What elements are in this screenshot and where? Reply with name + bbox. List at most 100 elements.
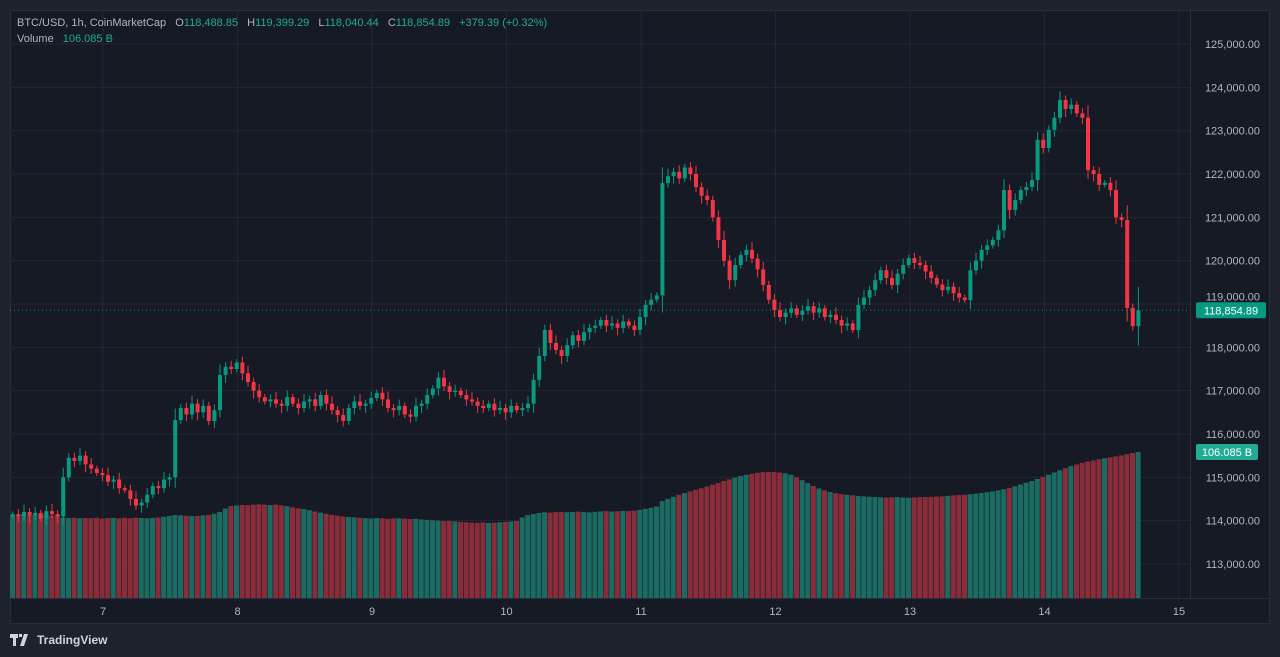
candle-body <box>1108 182 1113 191</box>
volume-bar <box>228 506 234 598</box>
candle <box>145 488 150 509</box>
candle-body <box>458 390 463 396</box>
candle-body <box>111 479 116 482</box>
candle <box>1080 108 1085 124</box>
tradingview-logo[interactable]: TradingView <box>10 633 107 647</box>
candle <box>150 482 155 499</box>
candle <box>626 318 631 329</box>
candle <box>111 475 116 489</box>
candle-body <box>884 270 889 279</box>
candle-body <box>722 239 726 261</box>
candle-body <box>262 397 267 402</box>
volume-bar <box>497 522 503 598</box>
candle-body <box>72 457 77 461</box>
volume-bar <box>66 518 71 598</box>
candle-body <box>330 403 334 411</box>
candle-body <box>638 317 642 331</box>
candle-body <box>324 395 329 404</box>
candle <box>638 308 642 336</box>
volume-bar <box>1057 470 1063 598</box>
candle-body <box>1035 139 1040 181</box>
candle <box>206 401 211 426</box>
candle-body <box>1013 200 1018 210</box>
candle <box>346 404 351 425</box>
candle-body <box>974 260 978 271</box>
candle-body <box>475 401 480 406</box>
candle-body <box>766 284 771 300</box>
candle <box>66 453 71 482</box>
candle-body <box>173 420 178 478</box>
volume-bar <box>894 497 900 598</box>
candle-body <box>89 464 94 469</box>
volume-bar <box>491 522 497 598</box>
volume-bar <box>995 490 1001 598</box>
volume-bar <box>1079 462 1085 598</box>
candle <box>128 484 133 506</box>
candle <box>1069 98 1074 115</box>
volume-bar <box>1130 453 1135 598</box>
volume-bar <box>21 514 27 598</box>
price-tick-label: 120,000.00 <box>1205 256 1260 268</box>
volume-bar <box>631 510 637 598</box>
candle <box>862 289 866 310</box>
volume-value: 106.085 B <box>62 33 113 45</box>
time-tick-label: 14 <box>1038 606 1050 618</box>
candle-body <box>761 269 766 285</box>
volume-bar <box>418 519 424 598</box>
volume-bar <box>211 513 217 598</box>
volume-label: Volume <box>17 33 54 45</box>
volume-bar <box>15 515 21 598</box>
candle-body <box>694 174 698 188</box>
candle-body <box>643 304 648 318</box>
candle-body <box>1030 180 1034 188</box>
candlestick-chart[interactable]: 113,000.00 114,000.00 115,000.00 116,000.00… <box>10 10 1270 624</box>
candle <box>649 293 654 311</box>
candle <box>470 392 474 406</box>
candle <box>335 406 340 423</box>
candle <box>873 273 878 296</box>
volume-bar <box>760 472 766 598</box>
time-tick-label: 13 <box>904 606 916 618</box>
volume-bar <box>928 496 934 598</box>
candle-body <box>962 297 967 301</box>
volume-bar <box>547 512 553 598</box>
candle-body <box>150 486 155 495</box>
candle-body <box>615 323 620 328</box>
candle-body <box>464 395 469 400</box>
candle <box>156 481 161 495</box>
volume-bar <box>273 504 279 598</box>
candle-body <box>778 310 782 318</box>
volume-bar <box>144 518 150 598</box>
volume-bar <box>676 494 682 598</box>
candle <box>246 365 250 387</box>
time-tick-label: 11 <box>635 606 646 618</box>
candle <box>313 392 318 412</box>
candle-body <box>946 286 950 291</box>
candle <box>397 399 402 416</box>
candle <box>688 162 693 181</box>
candle <box>722 230 726 267</box>
volume-bar <box>194 515 200 598</box>
candle-body <box>901 265 906 274</box>
volume-bar <box>693 489 699 598</box>
candle <box>654 292 659 303</box>
volume-bar <box>1074 464 1079 598</box>
volume-bar <box>435 520 441 598</box>
candle-body <box>229 366 234 370</box>
volume-bar <box>385 518 391 598</box>
candle <box>570 331 575 349</box>
candle-body <box>856 304 861 331</box>
candle <box>38 509 43 522</box>
candle-body <box>290 397 295 404</box>
candle <box>946 279 950 295</box>
volume-bar <box>10 514 15 598</box>
last-price-label: 118,854.89 <box>1204 305 1258 317</box>
candle <box>274 391 278 408</box>
candle <box>486 400 491 412</box>
volume-bar <box>250 504 256 598</box>
candle-body <box>374 392 379 399</box>
candle-body <box>593 325 598 328</box>
volume-bar <box>1124 454 1130 598</box>
candle <box>761 261 766 292</box>
open-value: 118,488.85 <box>183 17 239 29</box>
